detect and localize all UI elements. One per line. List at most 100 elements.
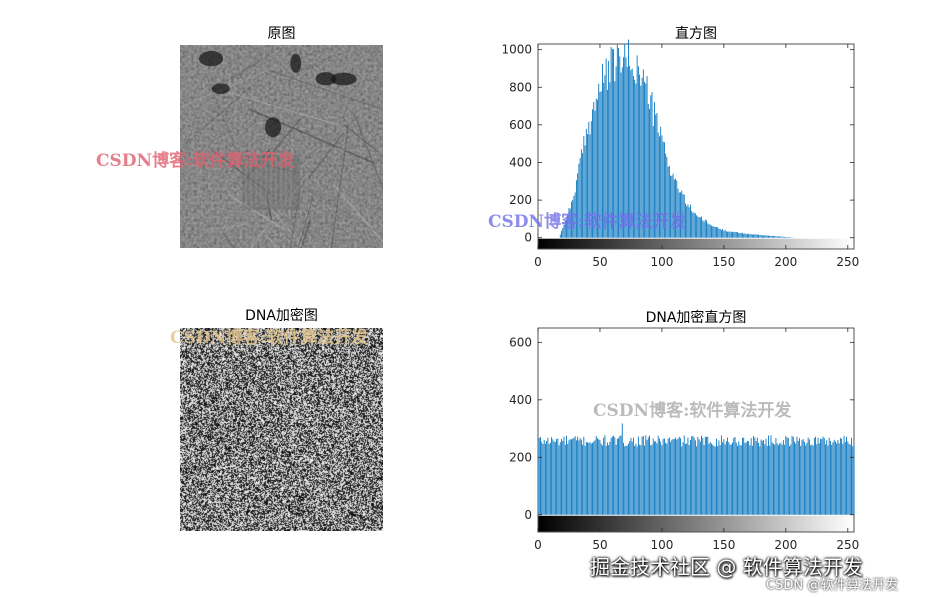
hist-encrypted-bar [847,441,849,515]
hist-encrypted-bar [846,436,847,515]
hist-encrypted-bar [768,435,769,515]
hist-encrypted-bar [771,442,773,515]
hist-original-bar [723,230,725,238]
hist-encrypted-bar [794,441,795,515]
hist-original-bar [678,192,680,238]
hist-encrypted-bar [618,438,619,515]
hist-encrypted-bar [810,445,812,515]
hist-encrypted-bar [671,439,673,515]
hist-encrypted-bar [821,439,823,515]
hist-original-bar [756,234,758,238]
hist-original-bar [761,235,763,238]
hist-original-bar [691,210,693,238]
hist-original-bar [711,225,712,238]
hist-original-bar [564,220,566,238]
hist-encrypted-bar [749,445,751,515]
hist-encrypted-bar [764,444,766,515]
hist-encrypted-bar [677,438,679,515]
hist-original-bar [766,235,768,238]
hist-encrypted-bar [572,438,574,515]
hist-encrypted-bar [577,436,579,515]
hist-encrypted-axes [537,327,855,533]
hist-encrypted-bar [665,442,667,515]
hist-original-bar [614,81,616,238]
hist-encrypted-bar [616,438,618,515]
hist-original-bar [645,83,647,238]
hist-original-ytick-label: 1000 [501,43,532,57]
hist-encrypted-bar [776,443,778,515]
hist-original-bar [753,234,755,238]
histogram-original: 0 200 400 600 800 1000 0 50 100 150 200 250 [501,39,859,269]
hist-encrypted-bar [629,441,631,515]
hist-original-bar [732,231,733,238]
hist-encrypted-bar [611,436,613,515]
hist-encrypted-bar [631,441,633,515]
hist-original-bar [738,233,740,238]
hist-original-bar [652,125,654,238]
hist-original-bar [733,232,735,238]
hist-encrypted-bar [852,446,854,515]
hist-encrypted-bar [800,445,802,515]
hist-original-bar [779,236,781,238]
hist-original-bar [676,180,678,238]
hist-encrypted-bar [808,439,810,515]
hist-encrypted-bar [747,440,748,515]
hist-encrypted-bar [780,442,782,515]
hist-original-bar [687,204,689,238]
hist-original-bar [682,194,684,238]
hist-encrypted-bar [729,444,731,515]
hist-encrypted-xtick-label: 0 [534,538,542,552]
hist-encrypted-bar [848,443,850,515]
hist-encrypted-xtick-label: 150 [712,538,735,552]
hist-encrypted-bar [687,437,689,515]
hist-original-xtick-label: 150 [712,255,735,269]
hist-encrypted-bar [820,438,821,515]
histogram-original-title: 直方图 [675,26,717,42]
encrypted-image [180,328,383,531]
hist-encrypted-bar [641,436,643,515]
hist-encrypted-bar [712,444,714,515]
hist-encrypted-bar [760,439,762,515]
hist-encrypted-bar [737,445,738,515]
hist-encrypted-bar [676,439,678,515]
hist-encrypted-bar [598,439,600,515]
hist-encrypted-bar [828,437,830,515]
hist-original-bar [735,231,737,238]
hist-encrypted-bar [661,445,663,515]
hist-encrypted-bar [744,442,746,515]
hist-encrypted-bar [825,444,826,515]
hist-original-bar [696,215,698,238]
hist-encrypted-bar [667,438,669,515]
hist-encrypted-bar [722,442,724,515]
hist-encrypted-bar [740,445,742,515]
hist-encrypted-bar [839,437,841,515]
hist-encrypted-bar [632,437,634,515]
hist-original-bar [579,158,581,238]
hist-original-bar [725,231,727,238]
hist-original-bar [659,136,660,238]
hist-original-bar [704,219,706,238]
hist-encrypted-bar [838,443,840,515]
hist-encrypted-bar [569,439,571,515]
hist-encrypted-bar [823,437,825,515]
hist-encrypted-bar [826,440,828,515]
hist-encrypted-bar [553,441,555,515]
hist-encrypted-bar [716,438,717,515]
hist-original-bar [737,232,738,238]
hist-encrypted-bar [714,446,716,515]
hist-encrypted-bar [549,442,551,515]
hist-encrypted-bar [605,445,607,515]
hist-encrypted-bar [796,436,798,515]
hist-original-bar [613,49,615,238]
hist-original-bar [589,134,591,238]
hist-original-bar [709,224,711,238]
hist-original-bar [785,237,787,238]
hist-encrypted-bar [680,438,681,515]
hist-original-bar [618,48,619,238]
hist-original-bar [608,60,610,238]
footer-credit: 掘金技术社区 @ 软件算法开发 [590,555,863,579]
hist-encrypted-bar [792,436,794,515]
hist-original-bar [734,231,736,238]
hist-encrypted-bar [837,440,839,515]
hist-encrypted-bar [738,441,740,515]
